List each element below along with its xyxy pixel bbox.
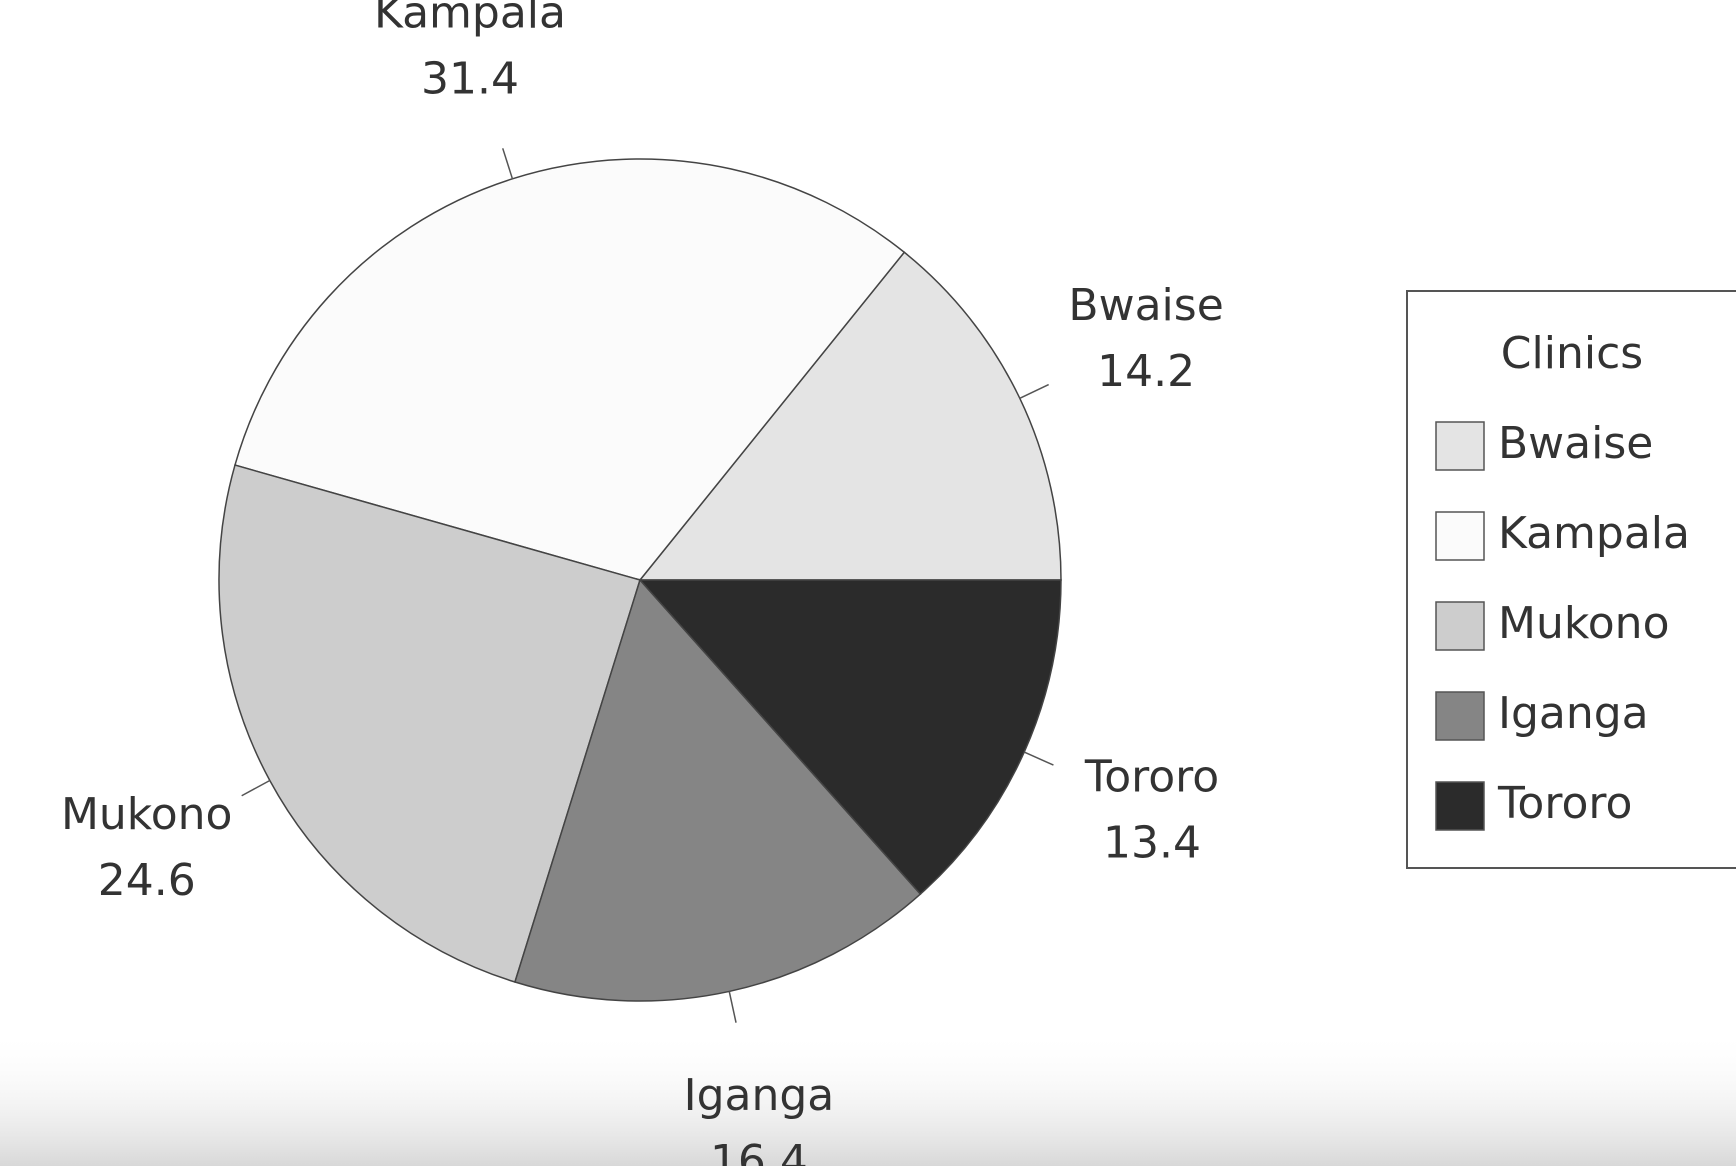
leader-line	[241, 779, 271, 797]
slice-label: Iganga	[684, 1070, 835, 1121]
legend-label: Iganga	[1498, 688, 1649, 739]
slice-label: Bwaise	[1068, 280, 1223, 331]
legend-swatch	[1435, 601, 1485, 651]
pie-slice	[218, 464, 641, 983]
legend-label: Tororo	[1497, 778, 1632, 829]
legend-swatch	[1435, 691, 1485, 741]
legend-label: Mukono	[1498, 598, 1670, 649]
leader-line	[1019, 383, 1049, 400]
slice-label: Mukono	[61, 789, 233, 840]
legend-label: Kampala	[1498, 508, 1690, 559]
scan-shade	[0, 1030, 1736, 1166]
leader-line	[502, 148, 514, 180]
legend-title: Clinics	[1501, 328, 1643, 379]
pie-slice	[638, 579, 1062, 896]
legend-box	[1406, 290, 1736, 869]
leader-line	[1023, 751, 1054, 766]
pie: Bwaise 14.2 Kampala 31.4 Mukono 24.6 Iganga 16.…	[61, 0, 1224, 1166]
slice-value: 31.4	[421, 53, 519, 104]
slice-value: 14.2	[1097, 346, 1195, 397]
slice-label: Tororo	[1084, 751, 1219, 802]
legend-label: Bwaise	[1498, 418, 1653, 469]
pie-slice	[234, 158, 906, 581]
legend: Bwaise Kampala Mukono Iganga Tororo	[1435, 418, 1690, 831]
slice-value: 24.6	[98, 855, 196, 906]
legend-swatch	[1435, 511, 1485, 561]
legend-swatch	[1435, 781, 1485, 831]
legend-swatch	[1435, 421, 1485, 471]
leader-line	[728, 991, 737, 1023]
slice-label: Kampala	[374, 0, 566, 38]
slice-value: 13.4	[1103, 817, 1201, 868]
slice-value: 16.4	[710, 1136, 808, 1166]
